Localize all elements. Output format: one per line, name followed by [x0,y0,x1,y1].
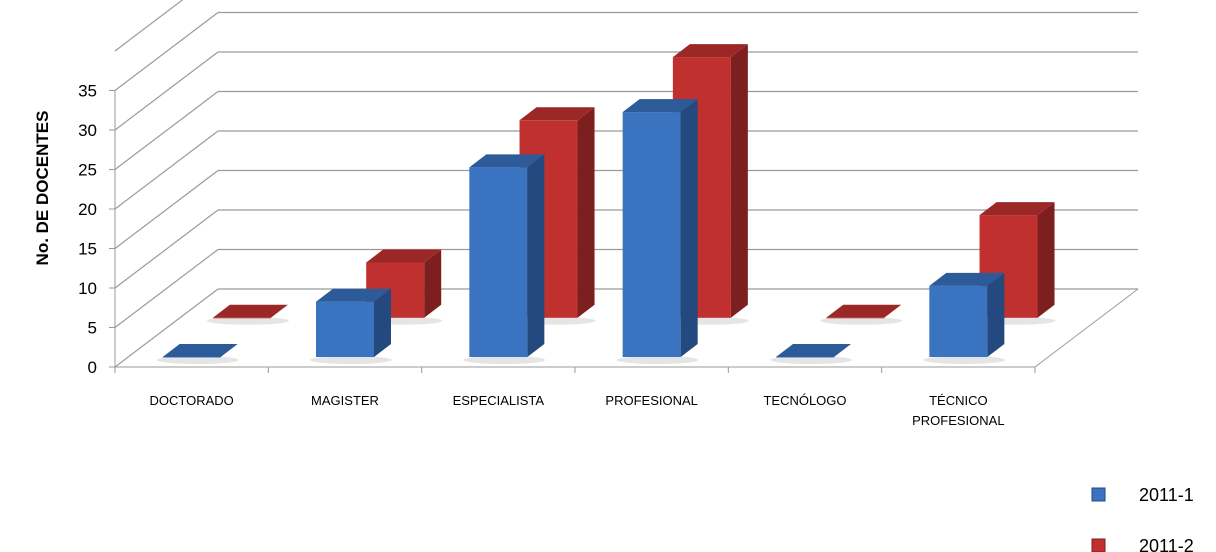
y-tick-label: 20 [78,200,97,219]
x-tick-label: DOCTORADO [150,393,234,408]
bar-2011-1-doctorado [156,344,239,364]
y-tick-label: 5 [88,319,97,338]
bar-2011-2-doctorado [206,304,289,325]
legend-label: 2011-1 [1139,485,1194,505]
y-tick-label: 25 [78,161,97,180]
bar-2011-1-técnico-profesional [923,272,1006,364]
bar-top [469,154,545,168]
x-tick-label: ESPECIALISTA [453,393,545,408]
bar-shadow [616,356,699,364]
bar-2011-1-magister [310,288,392,364]
bar-side [577,107,595,318]
bar-top [316,288,391,302]
bar-front [212,317,271,319]
bar-side [987,272,1005,357]
bar-shadow [770,356,852,364]
y-tick-label: 35 [78,82,97,101]
bar-top [929,272,1005,286]
bar-shadow [820,316,903,325]
gridline-diagonal [114,209,219,289]
bar-side [1037,202,1055,318]
y-tick-label: 0 [88,358,97,377]
x-tick-label: MAGISTER [311,393,379,408]
bar-front [826,317,885,319]
legend: 2011-1 2011-2 [1091,485,1194,552]
gridline-diagonal [114,0,184,52]
legend-swatch [1091,487,1106,502]
bar-front [776,357,834,358]
legend-swatch [1091,538,1106,552]
bar-front [469,167,528,357]
y-axis-ticks: 0 5 10 15 20 25 30 35 [78,82,115,377]
bar-front [162,357,221,358]
y-tick-label: 10 [78,279,97,298]
bars [156,44,1056,364]
bar-top [622,99,698,113]
bar-top [212,304,288,318]
bar-2011-1-especialista [463,154,546,364]
bar-2011-2-tecnólogo [820,304,903,325]
bar-top [162,344,238,357]
gridline-diagonal [114,288,219,368]
bar-side [424,249,442,318]
legend-item-2011-2: 2011-2 [1091,536,1194,552]
bar-side [730,44,748,318]
y-axis-label: No. DE DOCENTES [33,111,52,266]
gridline-diagonal [114,249,219,328]
x-axis-labels: DOCTORADO MAGISTER ESPECIALISTA PROFESIONAL… [114,367,1036,428]
bar-shadow [463,356,546,364]
legend-label: 2011-2 [1139,536,1194,552]
bar-2011-1-profesional [616,99,699,364]
bar-side [680,99,698,357]
bar-shadow [310,356,392,364]
x-tick-label: TECNÓLOGO [763,393,846,408]
bar-top [366,249,442,263]
x-tick-label: PROFESIONAL [605,393,697,408]
y-tick-label: 30 [78,121,97,140]
bar-2011-1-tecnólogo [770,344,852,364]
y-tick-label: 15 [78,240,97,259]
gridline-diagonal [114,91,219,170]
bar-top [776,344,851,357]
bar-front [316,301,374,357]
bar-front [929,285,988,357]
bar-side [527,154,545,357]
bar-top [519,107,595,121]
gridline-diagonal [114,12,219,91]
bar-shadow [923,356,1006,364]
gridline-diagonal [114,51,219,131]
bar-top [826,304,902,318]
bar-front [622,112,681,357]
bar-shadow [156,356,239,364]
legend-item-2011-1: 2011-1 [1091,485,1194,505]
bar-side [374,288,391,357]
bar-shadow [206,316,289,325]
bar-top [672,44,748,58]
bar-top [979,202,1055,216]
gridline-diagonal [114,130,219,210]
gridline-diagonal [114,170,219,249]
x-tick-label: TÉCNICO PROFESIONAL [912,393,1004,428]
bar-2011-2-especialista [513,107,596,325]
floor-right-edge [1034,288,1139,368]
